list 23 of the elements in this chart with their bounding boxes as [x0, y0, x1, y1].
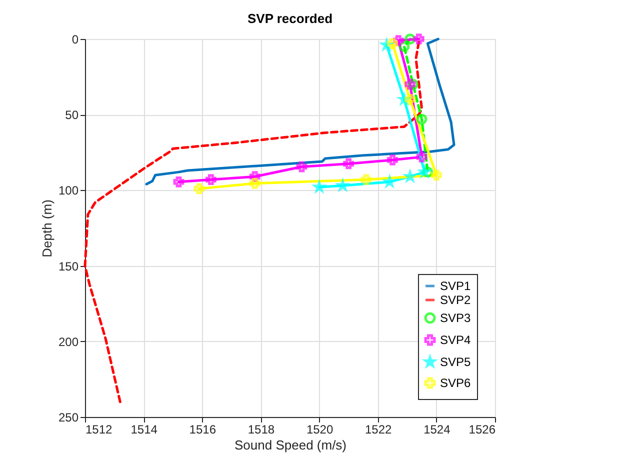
- y-tick-label: 250: [58, 410, 79, 424]
- legend-label: SVP3: [440, 311, 472, 325]
- x-tick-label: 1514: [130, 422, 158, 436]
- y-tick-label: 0: [72, 32, 79, 46]
- y-axis-title: Depth (m): [39, 200, 54, 258]
- legend-label: SVP5: [440, 355, 472, 369]
- x-tick-label: 1512: [86, 422, 113, 436]
- chart-title: SVP recorded: [247, 10, 333, 26]
- x-tick-label: 1520: [306, 422, 334, 436]
- x-tick-label: 1516: [189, 422, 216, 436]
- legend-label: SVP4: [440, 333, 472, 347]
- y-tick-label: 50: [65, 108, 79, 122]
- legend-label: SVP2: [440, 293, 472, 307]
- y-tick-label: 100: [58, 184, 79, 198]
- x-tick-label: 1522: [365, 422, 392, 436]
- x-axis-title: Sound Speed (m/s): [234, 438, 347, 452]
- x-tick-label: 1526: [468, 422, 496, 436]
- y-tick-label: 150: [58, 259, 79, 274]
- legend-label: SVP1: [440, 279, 472, 293]
- x-tick-label: 1518: [248, 422, 275, 436]
- y-tick-label: 200: [58, 334, 79, 349]
- legend-label: SVP6: [440, 376, 472, 390]
- x-tick-label: 1524: [424, 422, 451, 436]
